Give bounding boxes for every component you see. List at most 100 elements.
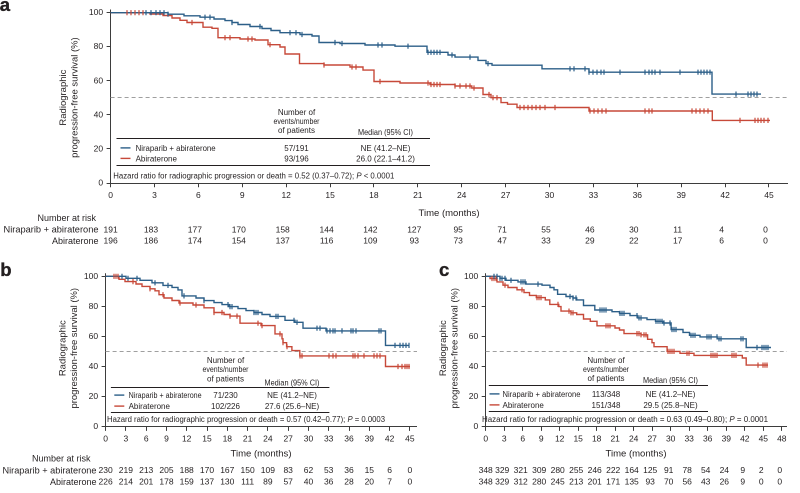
svg-text:164: 164	[625, 465, 639, 475]
svg-text:111: 111	[241, 477, 254, 487]
svg-text:348: 348	[479, 477, 493, 487]
svg-text:158: 158	[276, 225, 290, 235]
svg-text:130: 130	[220, 477, 234, 487]
svg-text:Niraparib + abiraterone: Niraparib + abiraterone	[503, 390, 582, 399]
svg-text:events/number: events/number	[274, 117, 320, 126]
svg-text:89: 89	[263, 477, 273, 487]
svg-text:150: 150	[241, 465, 255, 475]
svg-text:230: 230	[99, 465, 113, 475]
svg-text:100: 100	[84, 271, 98, 281]
svg-text:progression-free survival (%): progression-free survival (%)	[69, 288, 80, 409]
svg-text:57/191: 57/191	[284, 144, 309, 153]
svg-text:33: 33	[324, 433, 334, 443]
svg-text:36: 36	[324, 477, 334, 487]
svg-text:Number at risk: Number at risk	[32, 454, 91, 464]
svg-text:Number at risk: Number at risk	[38, 213, 97, 223]
svg-text:60: 60	[469, 331, 479, 341]
svg-text:12: 12	[281, 190, 291, 200]
svg-text:186: 186	[144, 236, 158, 246]
svg-text:9: 9	[740, 477, 745, 487]
svg-text:125: 125	[643, 465, 657, 475]
svg-text:Radiographic: Radiographic	[57, 320, 68, 376]
svg-text:0: 0	[759, 477, 764, 487]
svg-text:20: 20	[94, 144, 104, 154]
svg-text:33: 33	[684, 433, 694, 443]
svg-text:Median (95% CI): Median (95% CI)	[643, 376, 698, 385]
svg-text:39: 39	[365, 433, 375, 443]
svg-text:12: 12	[182, 433, 192, 443]
svg-text:329: 329	[495, 477, 509, 487]
svg-text:56: 56	[682, 477, 692, 487]
svg-text:93: 93	[410, 236, 420, 246]
svg-text:0: 0	[98, 178, 103, 188]
svg-text:15: 15	[325, 190, 335, 200]
svg-text:20: 20	[469, 391, 479, 401]
svg-text:Number of: Number of	[207, 356, 245, 365]
svg-text:213: 213	[139, 465, 153, 475]
svg-text:42: 42	[740, 433, 750, 443]
svg-text:6: 6	[144, 433, 149, 443]
svg-text:219: 219	[119, 465, 133, 475]
svg-text:113/348: 113/348	[592, 390, 621, 399]
svg-text:245: 245	[551, 477, 565, 487]
svg-text:6: 6	[520, 433, 525, 443]
svg-text:42: 42	[720, 190, 730, 200]
svg-text:33: 33	[589, 190, 599, 200]
svg-text:222: 222	[606, 465, 620, 475]
svg-text:0: 0	[108, 190, 113, 200]
svg-text:196: 196	[104, 236, 118, 246]
svg-text:71: 71	[497, 225, 507, 235]
svg-text:20: 20	[89, 391, 99, 401]
svg-text:43: 43	[701, 477, 711, 487]
svg-text:Abiraterone: Abiraterone	[136, 154, 178, 163]
svg-text:9: 9	[240, 190, 245, 200]
svg-text:27: 27	[283, 433, 293, 443]
svg-text:0: 0	[93, 421, 98, 431]
svg-text:6: 6	[719, 236, 724, 246]
svg-text:Median (95% CI): Median (95% CI)	[358, 128, 413, 137]
svg-text:78: 78	[682, 465, 692, 475]
svg-text:255: 255	[569, 465, 583, 475]
svg-text:177: 177	[188, 225, 202, 235]
svg-text:33: 33	[541, 236, 551, 246]
svg-text:Time (months): Time (months)	[231, 449, 292, 460]
svg-text:30: 30	[666, 433, 676, 443]
svg-text:45: 45	[764, 190, 774, 200]
svg-text:188: 188	[180, 465, 194, 475]
svg-text:280: 280	[532, 477, 546, 487]
svg-text:progression-free survival (%): progression-free survival (%)	[450, 288, 461, 409]
svg-text:116: 116	[320, 236, 334, 246]
svg-text:9: 9	[164, 433, 169, 443]
svg-text:progression-free survival (%): progression-free survival (%)	[70, 37, 81, 158]
svg-text:6: 6	[387, 465, 392, 475]
svg-text:183: 183	[144, 225, 158, 235]
svg-text:40: 40	[89, 361, 99, 371]
svg-text:26: 26	[720, 477, 730, 487]
svg-text:12: 12	[555, 433, 565, 443]
svg-text:4: 4	[719, 225, 724, 235]
svg-text:39: 39	[676, 190, 686, 200]
svg-text:3: 3	[152, 190, 157, 200]
svg-text:348: 348	[479, 465, 493, 475]
svg-text:7: 7	[387, 477, 392, 487]
svg-text:24: 24	[263, 433, 273, 443]
svg-text:312: 312	[514, 477, 528, 487]
svg-text:214: 214	[119, 477, 133, 487]
svg-text:Radiographic: Radiographic	[438, 320, 449, 376]
svg-text:21: 21	[243, 433, 253, 443]
svg-text:127: 127	[407, 225, 421, 235]
svg-text:201: 201	[139, 477, 153, 487]
svg-text:42: 42	[385, 433, 395, 443]
svg-text:Number of: Number of	[587, 356, 625, 365]
svg-text:22: 22	[629, 236, 639, 246]
svg-text:80: 80	[89, 301, 99, 311]
svg-text:27.6 (25.6–NE): 27.6 (25.6–NE)	[265, 402, 320, 411]
svg-text:109: 109	[363, 236, 377, 246]
svg-text:40: 40	[94, 109, 104, 119]
svg-text:24: 24	[629, 433, 639, 443]
svg-text:18: 18	[223, 433, 233, 443]
svg-text:40: 40	[304, 477, 314, 487]
svg-text:36: 36	[344, 433, 354, 443]
svg-text:45: 45	[405, 433, 415, 443]
svg-text:15: 15	[365, 465, 375, 475]
